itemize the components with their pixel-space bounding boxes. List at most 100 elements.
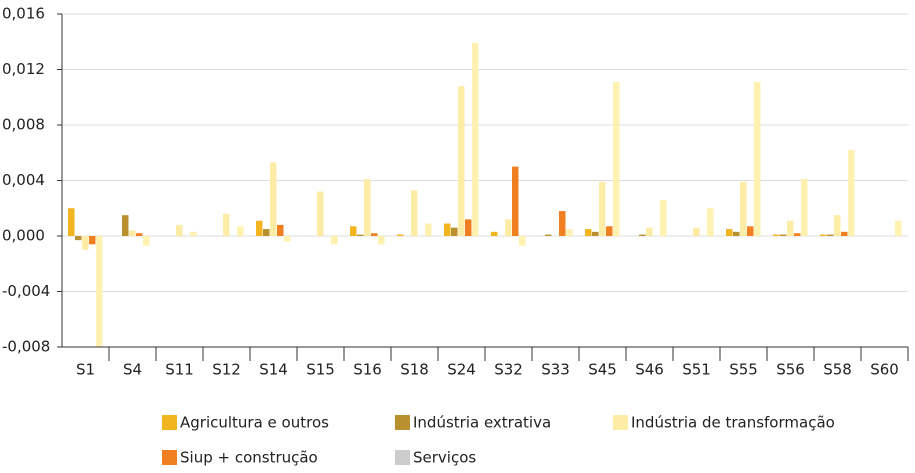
x-tick-label: S1	[76, 361, 95, 379]
x-tick-label: S18	[400, 361, 429, 379]
bar	[585, 229, 592, 236]
y-tick-label: 0,008	[2, 116, 45, 134]
x-tick-label: S14	[259, 361, 288, 379]
bar	[465, 219, 472, 236]
x-tick-label: S56	[776, 361, 805, 379]
y-tick-label: 0,000	[2, 227, 45, 245]
legend-label: Indústria de transformação	[631, 414, 835, 432]
bar	[740, 182, 747, 236]
bar	[794, 233, 801, 236]
legend-swatch	[395, 415, 410, 430]
bar	[176, 225, 183, 236]
bar	[820, 235, 827, 236]
x-tick-label: S55	[729, 361, 758, 379]
bar	[256, 221, 263, 236]
y-tick-label: -0,008	[2, 338, 50, 356]
bar	[747, 226, 754, 236]
bar	[378, 236, 385, 244]
x-tick-label: S24	[447, 361, 476, 379]
bar	[801, 179, 808, 236]
bar	[82, 236, 89, 250]
bar	[96, 236, 103, 347]
bar	[317, 192, 324, 236]
bar	[451, 228, 458, 236]
legend-swatch	[162, 450, 177, 465]
legend-swatch	[395, 450, 410, 465]
y-tick-label: 0,012	[2, 60, 45, 78]
bar	[613, 82, 620, 236]
x-tick-label: S60	[870, 361, 899, 379]
bar	[284, 236, 291, 242]
x-tick-label: S46	[635, 361, 664, 379]
bar	[75, 236, 82, 240]
legend-label: Serviços	[413, 449, 476, 467]
bar	[519, 236, 526, 246]
bar	[270, 162, 277, 236]
bar	[350, 226, 357, 236]
bar	[592, 232, 599, 236]
y-tick-label: 0,004	[2, 171, 45, 189]
bar	[122, 215, 129, 236]
bar	[726, 229, 733, 236]
bar	[733, 232, 740, 236]
bar	[136, 233, 143, 236]
bar	[841, 232, 848, 236]
bar	[277, 225, 284, 236]
bar	[895, 221, 902, 236]
bar	[787, 221, 794, 236]
bar	[754, 82, 761, 236]
bar	[660, 200, 667, 236]
y-tick-label: 0,016	[2, 5, 45, 23]
bar	[639, 235, 646, 236]
x-tick-label: S33	[541, 361, 570, 379]
x-tick-label: S15	[306, 361, 335, 379]
bar	[68, 208, 75, 236]
bar	[566, 229, 573, 236]
x-tick-label: S45	[588, 361, 617, 379]
x-tick-label: S58	[823, 361, 852, 379]
bar	[491, 232, 498, 236]
legend-swatch	[162, 415, 177, 430]
y-tick-label: -0,004	[2, 282, 50, 300]
bar	[646, 228, 653, 236]
x-tick-label: S51	[682, 361, 711, 379]
x-tick-label: S11	[165, 361, 194, 379]
bar	[425, 224, 432, 236]
legend-label: Indústria extrativa	[413, 414, 551, 432]
bar	[693, 228, 700, 236]
bar	[364, 179, 371, 236]
bar	[773, 235, 780, 236]
legend-label: Siup + construção	[180, 449, 318, 467]
legend-label: Agricultura e outros	[180, 414, 329, 432]
bar	[89, 236, 96, 244]
bar	[606, 226, 613, 236]
bar	[190, 232, 197, 236]
bar	[129, 230, 136, 236]
legend-swatch	[613, 415, 628, 430]
bar	[545, 235, 552, 236]
bar	[444, 224, 451, 236]
bar	[599, 182, 606, 236]
bar	[397, 235, 404, 236]
bar	[505, 219, 512, 236]
bar	[458, 86, 465, 236]
bar	[848, 150, 855, 236]
bar	[827, 235, 834, 236]
bar	[371, 233, 378, 236]
bar	[331, 236, 338, 244]
x-tick-label: S4	[123, 361, 142, 379]
bar	[143, 236, 150, 246]
x-tick-label: S12	[212, 361, 241, 379]
x-tick-label: S32	[494, 361, 523, 379]
bar	[559, 211, 566, 236]
x-tick-label: S16	[353, 361, 382, 379]
bar	[512, 167, 519, 236]
bar	[472, 43, 479, 236]
bar	[780, 235, 787, 236]
bar	[263, 229, 270, 236]
bar	[223, 214, 230, 236]
bar	[834, 215, 841, 236]
bar	[237, 226, 244, 236]
bar	[411, 190, 418, 236]
